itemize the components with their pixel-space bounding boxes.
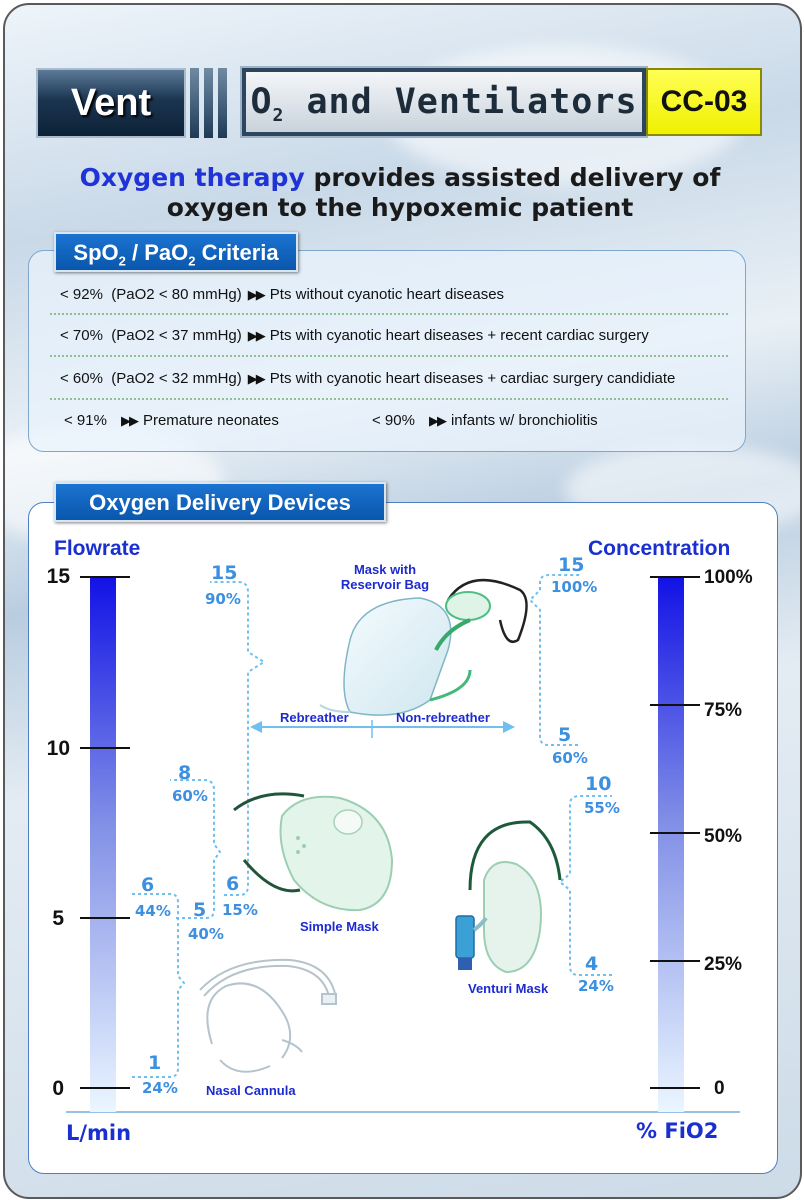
nasal-max-fio2: 44% <box>135 902 171 920</box>
criteria-row-1: < 92% (PaO2 < 80 mmHg) ▶▶ Pts without cyan… <box>60 286 505 303</box>
intro-line2: oxygen to the hypoxemic patient <box>166 193 634 222</box>
criteria-row-2: < 70% (PaO2 < 37 mmHg) ▶▶ Pts with cyanoti… <box>60 327 649 344</box>
criteria-row-3: < 60% (PaO2 < 32 mmHg) ▶▶ Pts with cyanoti… <box>60 370 676 387</box>
reservoir-max-flow: 15 <box>558 554 585 576</box>
criteria-tag: SpO2 / PaO2 Criteria <box>54 232 298 272</box>
fio2-tick-75: 75% <box>704 700 743 721</box>
criteria-row-4a: < 91% ▶▶ Premature neonates <box>64 412 279 429</box>
rebreather-min-flow: 6 <box>226 873 240 895</box>
nasal-cannula-image <box>199 958 337 1073</box>
simple-mask-image <box>233 792 394 912</box>
venturi-mask-image <box>455 820 562 974</box>
reservoir-min-fio2: 60% <box>552 749 588 767</box>
range-brackets <box>132 574 612 1078</box>
nasal-min-fio2: 24% <box>142 1079 178 1097</box>
page-code-badge: CC-03 <box>646 68 762 136</box>
devices-tag: Oxygen Delivery Devices <box>54 482 386 522</box>
fio2-tick-0: 0 <box>714 1078 725 1099</box>
rebreather-max-fio2: 90% <box>205 590 241 608</box>
concentration-axis-title: Concentration <box>588 537 731 560</box>
fio2-tick-marks <box>650 576 700 1089</box>
venturi-mask-label: Venturi Mask <box>468 981 549 996</box>
fio2-tick-50: 50% <box>704 826 743 847</box>
simple-min-flow: 5 <box>193 899 207 921</box>
flow-tick-5: 5 <box>52 907 64 930</box>
divider <box>50 313 728 315</box>
criteria-panel <box>28 250 746 452</box>
header-stripes <box>190 68 236 138</box>
rebreather-label: Rebreather <box>280 710 349 725</box>
reservoir-min-flow: 5 <box>558 724 572 746</box>
flow-tick-marks <box>80 576 130 1089</box>
simple-max-fio2: 60% <box>172 787 208 805</box>
simple-mask-label: Simple Mask <box>300 919 379 934</box>
flowrate-unit: L/min <box>66 1121 132 1145</box>
rebreather-min-fio2: 15% <box>222 901 258 919</box>
venturi-max-fio2: 55% <box>584 799 620 817</box>
simple-min-fio2: 40% <box>188 925 224 943</box>
rebreather-max-flow: 15 <box>211 562 238 584</box>
flow-tick-10: 10 <box>46 737 70 760</box>
flow-tick-15: 15 <box>46 565 70 588</box>
flow-tick-0: 0 <box>52 1077 64 1100</box>
nasal-cannula-label: Nasal Cannula <box>206 1083 296 1098</box>
fio2-bar <box>658 577 684 1112</box>
rebreather-arrow <box>250 720 515 738</box>
venturi-min-flow: 4 <box>585 953 599 975</box>
page-title: O2 and Ventilators <box>240 66 648 138</box>
reservoir-mask-image <box>319 578 528 716</box>
divider <box>50 355 728 357</box>
flowrate-bar <box>90 577 116 1112</box>
flowrate-axis-title: Flowrate <box>54 537 141 560</box>
intro-highlight: Oxygen therapy <box>79 163 305 192</box>
intro-text: Oxygen therapy provides assisted deliver… <box>79 163 721 222</box>
reservoir-max-fio2: 100% <box>551 578 598 596</box>
fio2-unit: % FiO2 <box>636 1119 719 1143</box>
section-badge: Vent <box>36 68 186 138</box>
venturi-max-flow: 10 <box>585 773 612 795</box>
reservoir-mask-label: Mask with Reservoir Bag <box>340 562 430 592</box>
nasal-max-flow: 6 <box>141 874 155 896</box>
nasal-min-flow: 1 <box>148 1052 162 1074</box>
divider <box>50 398 728 400</box>
non-rebreather-label: Non-rebreather <box>396 710 490 725</box>
criteria-row-4b: < 90% ▶▶ infants w/ bronchiolitis <box>372 412 598 429</box>
simple-max-flow: 8 <box>178 762 192 784</box>
fio2-tick-25: 25% <box>704 954 743 975</box>
venturi-min-fio2: 24% <box>578 977 614 995</box>
fio2-tick-100: 100% <box>704 567 753 588</box>
